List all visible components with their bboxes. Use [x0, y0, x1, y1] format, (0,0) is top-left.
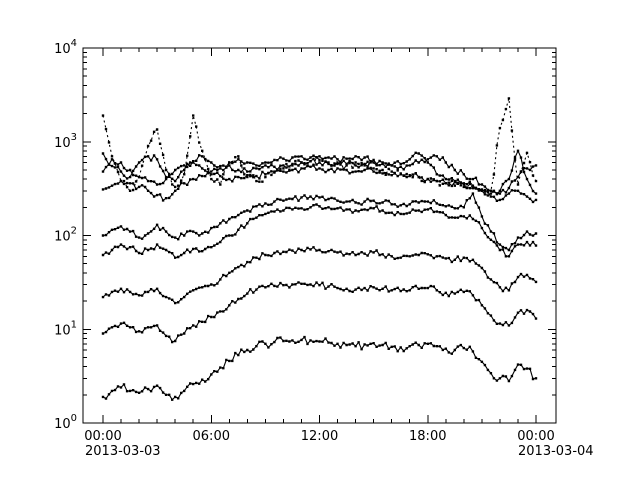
series-5-line: [102, 192, 537, 251]
x-date-label-right: 2013-03-04: [518, 444, 594, 459]
y-tick-label: 101: [54, 319, 77, 338]
axis-ticks: [83, 47, 556, 424]
series-8-markers: [101, 281, 538, 344]
plot-frame: [82, 47, 557, 424]
x-tick-label: 00:00: [84, 429, 121, 444]
series-2-markers: [101, 152, 538, 195]
y-tick-label: 104: [54, 38, 77, 57]
x-tick-label: 12:00: [301, 429, 338, 444]
y-tick-label: 100: [54, 413, 77, 432]
x-tick-label: 18:00: [409, 429, 446, 444]
data-series-group: [101, 97, 538, 401]
y-tick-label: 102: [54, 226, 77, 245]
x-tick-label: 00:00: [517, 429, 554, 444]
series-9-line: [102, 336, 537, 401]
x-date-label-left: 2013-03-03: [85, 444, 161, 459]
series-8-line: [102, 281, 537, 343]
x-tick-label: 06:00: [193, 429, 230, 444]
series-9-markers: [101, 335, 538, 401]
series-3-markers: [101, 149, 538, 197]
series-5-markers: [101, 192, 538, 252]
series-7-line: [102, 246, 537, 304]
y-tick-label: 103: [54, 132, 77, 151]
series-4-markers: [101, 164, 538, 204]
